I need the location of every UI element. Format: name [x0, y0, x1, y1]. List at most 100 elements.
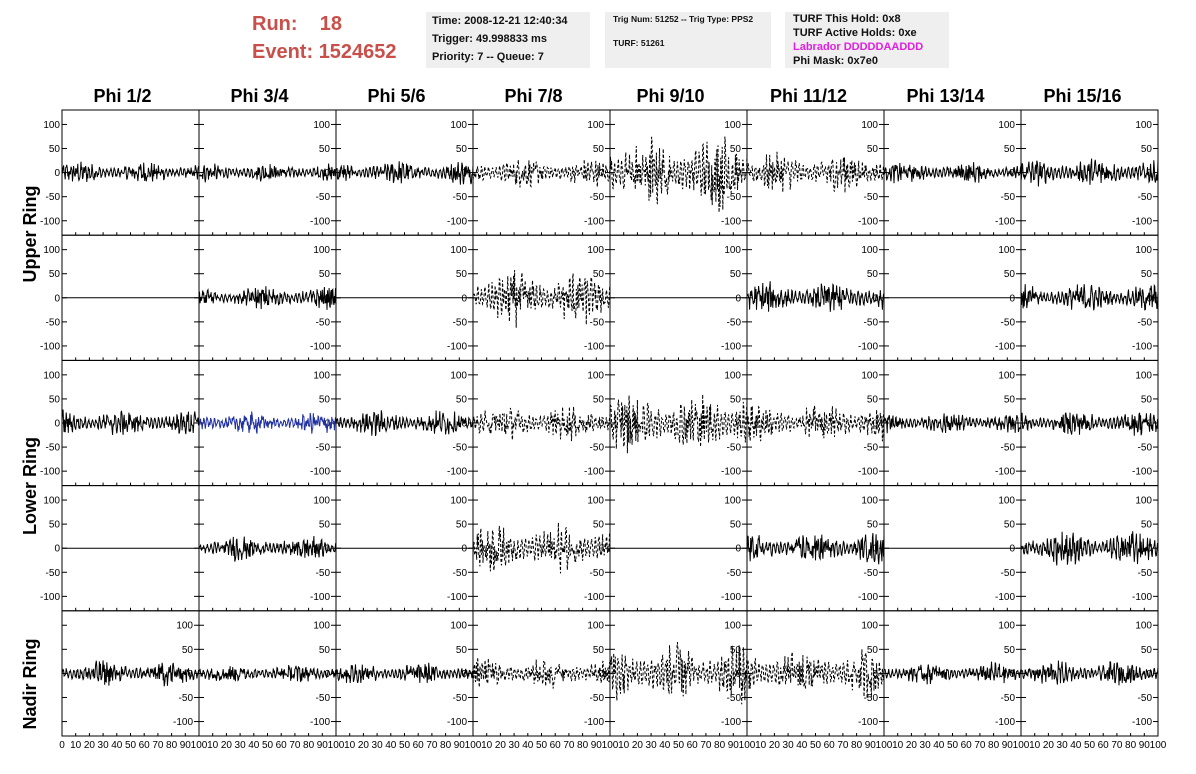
x-tick-label: 80	[714, 740, 726, 751]
y-tick-label: 100	[43, 120, 60, 131]
y-tick-label: -50	[1001, 693, 1016, 704]
y-tick-label: -100	[1132, 592, 1152, 603]
y-tick-label: 0	[735, 544, 741, 555]
y-tick-label: -100	[447, 341, 467, 352]
x-tick-label: 80	[577, 740, 589, 751]
x-tick-label: 60	[961, 740, 973, 751]
y-tick-label: 100	[587, 621, 604, 632]
x-tick-label: 80	[851, 740, 863, 751]
waveform-trace	[198, 665, 337, 683]
y-tick-label: 100	[43, 370, 60, 381]
time-info-panel: Time: 2008-12-21 12:40:34 Trigger: 49.99…	[426, 12, 590, 68]
y-tick-label: 50	[867, 394, 879, 405]
y-tick-label: -50	[179, 693, 194, 704]
x-tick-label: 40	[111, 740, 123, 751]
y-tick-label: -50	[590, 443, 605, 454]
y-tick-label: -100	[1132, 467, 1152, 478]
y-tick-label: -50	[864, 192, 879, 203]
x-tick-label: 70	[289, 740, 301, 751]
priority-text: Priority: 7 -- Queue: 7	[432, 51, 544, 63]
y-tick-label: 0	[872, 168, 878, 179]
y-tick-label: -50	[1138, 693, 1153, 704]
y-tick-label: -100	[995, 717, 1015, 728]
y-tick-label: -100	[310, 216, 330, 227]
run-value: 18	[319, 13, 343, 35]
x-tick-label: 10	[755, 740, 767, 751]
y-tick-label: 50	[730, 645, 742, 656]
waveform-trace	[883, 413, 1022, 434]
y-tick-label: 50	[593, 645, 605, 656]
y-tick-label: -100	[995, 216, 1015, 227]
y-tick-label: -50	[1001, 192, 1016, 203]
x-tick-label: 30	[783, 740, 795, 751]
y-tick-label: 100	[1135, 245, 1152, 256]
y-tick-label: -50	[590, 568, 605, 579]
y-tick-label: -50	[316, 693, 331, 704]
y-tick-label: 0	[598, 419, 604, 430]
y-tick-label: 100	[313, 245, 330, 256]
y-tick-label: -50	[590, 192, 605, 203]
x-tick-label: 100	[1013, 740, 1030, 751]
x-tick-label: 100	[328, 740, 345, 751]
waveform-trace	[472, 522, 611, 574]
x-tick-label: 20	[221, 740, 233, 751]
waveform-trace	[609, 394, 748, 454]
y-tick-label: 50	[49, 394, 61, 405]
y-tick-label: -50	[727, 192, 742, 203]
waveform-trace	[1020, 158, 1159, 187]
x-tick-label: 60	[139, 740, 151, 751]
y-tick-label: -100	[584, 717, 604, 728]
waveform-trace	[472, 406, 611, 442]
y-tick-label: -100	[1132, 717, 1152, 728]
y-tick-label: 100	[450, 621, 467, 632]
x-tick-label: 100	[191, 740, 208, 751]
y-tick-label: 50	[456, 269, 468, 280]
y-tick-label: -50	[453, 568, 468, 579]
y-tick-label: 100	[313, 496, 330, 507]
y-tick-label: -50	[864, 317, 879, 328]
y-tick-label: 100	[450, 496, 467, 507]
y-tick-label: 50	[456, 520, 468, 531]
waveform-trace	[61, 409, 200, 436]
waveform-trace	[746, 281, 885, 312]
y-tick-label: -50	[46, 192, 61, 203]
y-tick-label: 100	[724, 496, 741, 507]
y-tick-label: -50	[453, 693, 468, 704]
waveform-trace	[198, 411, 337, 434]
y-tick-label: 100	[998, 621, 1015, 632]
phi-label-5: Phi 9/10	[636, 86, 705, 106]
time-text: Time: 2008-12-21 12:40:34	[432, 15, 568, 27]
y-tick-label: 50	[456, 645, 468, 656]
x-tick-label: 20	[84, 740, 96, 751]
x-tick-label: 70	[152, 740, 164, 751]
y-tick-label: -50	[590, 693, 605, 704]
y-tick-label: 100	[587, 496, 604, 507]
y-tick-label: 0	[872, 669, 878, 680]
waveform-trace	[609, 136, 748, 213]
y-tick-label: -100	[447, 467, 467, 478]
waveform-trace	[1020, 531, 1159, 566]
waveform-trace	[746, 405, 885, 442]
y-tick-label: -100	[40, 467, 60, 478]
x-tick-label: 30	[920, 740, 932, 751]
y-tick-label: 0	[1009, 544, 1015, 555]
y-tick-label: 50	[730, 394, 742, 405]
y-tick-label: 0	[54, 293, 60, 304]
run-row: Run: 18	[252, 10, 397, 38]
y-tick-label: 50	[49, 269, 61, 280]
y-tick-label: 50	[456, 144, 468, 155]
y-tick-label: 0	[324, 168, 330, 179]
y-tick-label: -50	[316, 443, 331, 454]
y-tick-label: 50	[319, 394, 331, 405]
y-tick-label: 0	[1009, 293, 1015, 304]
waveform-trace	[883, 162, 1022, 184]
y-tick-label: 0	[872, 419, 878, 430]
x-tick-label: 90	[317, 740, 329, 751]
y-tick-label: -100	[995, 592, 1015, 603]
y-tick-label: -50	[864, 443, 879, 454]
x-tick-label: 60	[687, 740, 699, 751]
x-tick-label: 50	[810, 740, 822, 751]
x-tick-label: 20	[495, 740, 507, 751]
x-tick-label: 30	[98, 740, 110, 751]
